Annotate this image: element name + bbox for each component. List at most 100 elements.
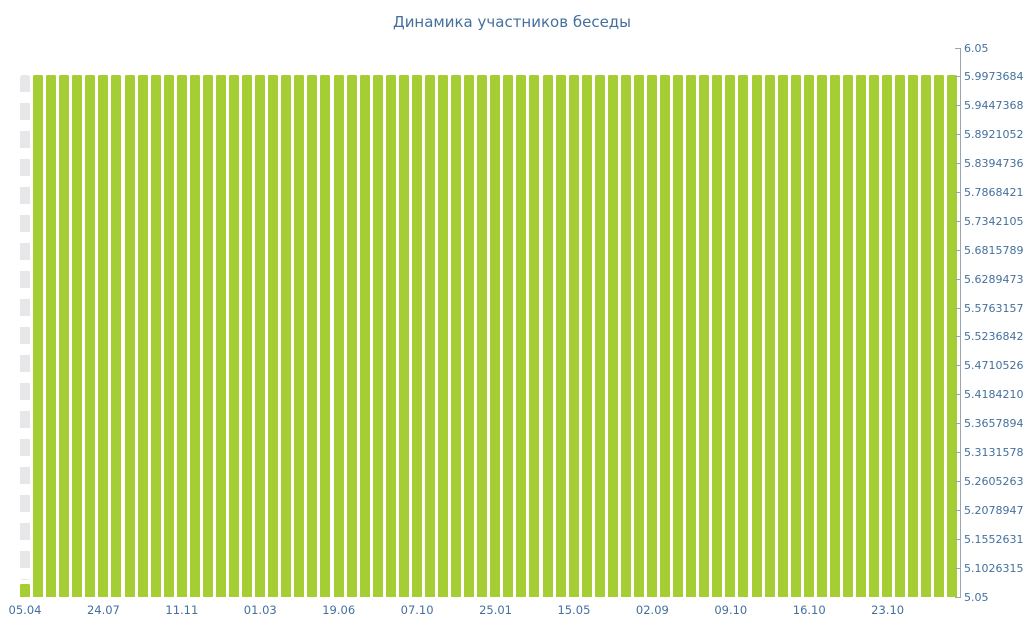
bar	[764, 75, 775, 597]
bar-slot	[594, 48, 605, 597]
bar	[242, 75, 253, 597]
x-tick-label: 15.05	[557, 603, 591, 617]
y-axis-line	[960, 48, 961, 598]
x-tick-label: 01.03	[243, 603, 277, 617]
plot-area	[20, 48, 958, 597]
bar	[856, 75, 866, 597]
bar-slot	[934, 48, 945, 597]
y-tick-label: 5.4184210526316	[964, 388, 1024, 402]
bar-slot	[124, 48, 135, 597]
y-tick-label: 5.3131578947368	[964, 446, 1024, 460]
bar-slot	[111, 48, 122, 597]
bar	[33, 75, 44, 597]
x-tick-label: 11.11	[165, 603, 199, 617]
bar-slot	[699, 48, 710, 597]
bar-slot	[829, 48, 840, 597]
bar	[869, 75, 880, 597]
bar	[895, 75, 906, 597]
bar	[281, 75, 292, 597]
bar	[137, 75, 148, 597]
bar-slot	[59, 48, 70, 597]
y-tick-label: 5.7868421052632	[964, 185, 1024, 199]
bar-slot	[882, 48, 893, 597]
bar-slot	[307, 48, 318, 597]
bar-slot	[803, 48, 814, 597]
bar	[607, 75, 618, 597]
x-tick-label: 16.10	[792, 603, 826, 617]
bar-slot	[242, 48, 253, 597]
bar	[581, 75, 592, 597]
bar	[921, 75, 932, 597]
bar	[372, 75, 383, 597]
bar-slot	[320, 48, 331, 597]
bar-slot	[620, 48, 631, 597]
bar-slot	[712, 48, 723, 597]
bar	[320, 75, 331, 597]
y-tick-label: 5.5236842105263	[964, 330, 1024, 344]
bar	[176, 75, 187, 597]
bar-slot	[764, 48, 775, 597]
bar	[660, 75, 671, 597]
bar-slot	[869, 48, 880, 597]
bar-slot	[255, 48, 266, 597]
bar	[333, 75, 344, 597]
chart-title: Динамика участников беседы	[392, 13, 632, 31]
bar	[346, 75, 357, 597]
bar-slot	[150, 48, 161, 597]
y-tick-label: 5.6289473684211	[964, 272, 1024, 286]
bar	[294, 75, 305, 597]
x-axis-labels: 05.04 24.07 11.11 01.03 19.06 07.10 25.01 15.05…	[9, 603, 958, 619]
bar	[725, 75, 736, 597]
bar-slot	[333, 48, 344, 597]
bar-slot	[529, 48, 540, 597]
bar-slot	[281, 48, 292, 597]
bar	[464, 75, 475, 597]
bar-slot	[46, 48, 57, 597]
x-tick-label: 24.07	[86, 603, 120, 617]
bar	[163, 75, 174, 597]
bar-slot	[777, 48, 788, 597]
bar	[947, 75, 958, 597]
bar	[124, 75, 135, 597]
bar	[59, 75, 70, 597]
bar	[503, 75, 514, 597]
bar	[816, 75, 827, 597]
y-tick-label: 5.1552631578947	[964, 532, 1024, 546]
dashed-guide	[20, 75, 30, 580]
bar-slot	[790, 48, 801, 597]
bar	[686, 75, 697, 597]
bar	[150, 75, 161, 597]
y-tick-label: 5.2078947368421	[964, 503, 1024, 517]
bar-slot	[464, 48, 475, 597]
bar	[790, 75, 801, 597]
bar-slot	[372, 48, 383, 597]
bar-slot	[568, 48, 579, 597]
bar	[411, 75, 422, 597]
bar-slot	[908, 48, 919, 597]
bar-slot	[686, 48, 697, 597]
bar	[255, 75, 266, 597]
y-tick-label: 5.5763157894737	[964, 301, 1024, 315]
y-tick-label: 5.4710526315789	[964, 359, 1024, 373]
bar-slot	[33, 48, 44, 597]
bar-slot	[921, 48, 932, 597]
bar-slot	[268, 48, 279, 597]
y-tick-label: 6.05	[964, 41, 989, 55]
bar-slot	[438, 48, 448, 597]
bar	[46, 75, 57, 597]
bar	[751, 75, 762, 597]
bar	[673, 75, 684, 597]
bar	[555, 75, 566, 597]
bar-slot	[947, 48, 958, 597]
bar	[359, 75, 370, 597]
y-tick-label: 5.8921052631579	[964, 128, 1024, 142]
bar-slot	[20, 48, 30, 597]
bar	[98, 75, 109, 597]
bar-slot	[215, 48, 226, 597]
bar-slot	[72, 48, 83, 597]
bar	[803, 75, 814, 597]
bar	[215, 75, 226, 597]
bar	[189, 75, 200, 597]
bar-slot	[607, 48, 618, 597]
bar-slot	[895, 48, 906, 597]
